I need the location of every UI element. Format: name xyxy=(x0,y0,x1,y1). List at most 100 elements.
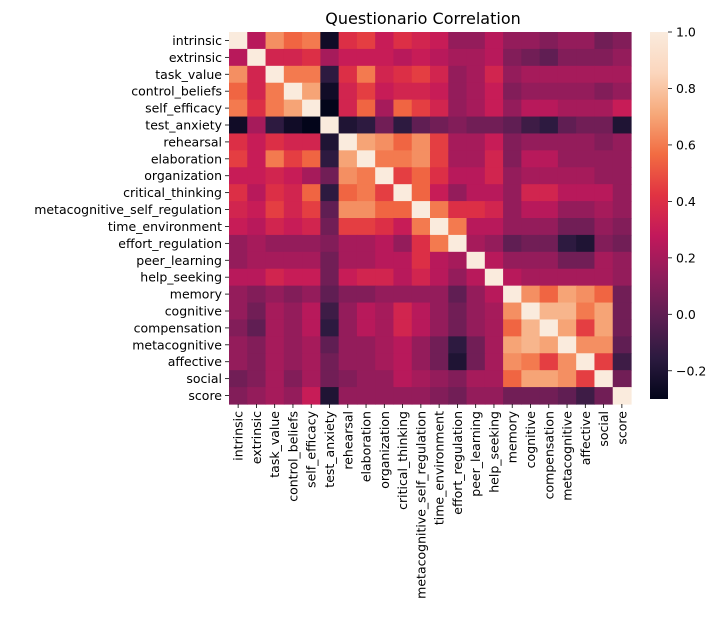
x-tick-label-critical_thinking: critical_thinking xyxy=(395,411,410,510)
heatmap-cell-compensation-extrinsic xyxy=(247,319,267,337)
heatmap-cell-critical_thinking-social xyxy=(594,184,614,202)
heatmap-cell-peer_learning-task_value xyxy=(265,251,285,270)
heatmap-cell-help_seeking-organization xyxy=(375,268,395,287)
y-tick-label-rehearsal: rehearsal xyxy=(163,134,222,149)
heatmap-cell-metacognitive-elaboration xyxy=(356,336,376,354)
heatmap-cell-score-test_anxiety xyxy=(320,387,340,405)
heatmap-cell-test_anxiety-control_beliefs xyxy=(283,116,303,135)
heatmap-cell-organization-compensation xyxy=(539,167,559,185)
heatmap-cell-metacognitive-memory xyxy=(503,336,522,354)
heatmap-cell-social-help_seeking xyxy=(484,370,504,388)
heatmap-cell-elaboration-peer_learning xyxy=(466,150,486,168)
heatmap-cell-affective-score xyxy=(612,353,632,371)
heatmap-cell-cognitive-task_value xyxy=(265,302,285,321)
heatmap-cell-organization-test_anxiety xyxy=(320,167,340,185)
heatmap-cell-time_environment-elaboration xyxy=(356,218,376,236)
heatmap-cell-self_efficacy-self_efficacy xyxy=(302,99,321,118)
heatmap-cell-extrinsic-peer_learning xyxy=(466,48,486,67)
heatmap-cell-test_anxiety-memory xyxy=(503,116,522,135)
heatmap-cell-help_seeking-compensation xyxy=(539,268,559,287)
heatmap-cell-metacognitive_self_regulation-metacognitive_self_regulation xyxy=(411,201,431,219)
heatmap-cell-social-memory xyxy=(503,370,522,388)
heatmap-cell-effort_regulation-metacognitive_self_regulation xyxy=(411,234,431,253)
heatmap-cell-score-compensation xyxy=(539,387,559,405)
heatmap-cell-affective-elaboration xyxy=(356,353,376,371)
heatmap-cell-metacognitive_self_regulation-effort_regulation xyxy=(448,201,468,219)
heatmap-cell-effort_regulation-score xyxy=(612,234,632,253)
heatmap-cell-memory-self_efficacy xyxy=(302,285,321,304)
heatmap-cell-social-elaboration xyxy=(356,370,376,388)
heatmap-cell-help_seeking-effort_regulation xyxy=(448,268,468,287)
x-tick-label-compensation: compensation xyxy=(541,411,556,499)
heatmap-cell-task_value-test_anxiety xyxy=(320,65,340,84)
x-tick-label-social: social xyxy=(596,411,611,447)
heatmap-cell-organization-self_efficacy xyxy=(302,167,321,185)
heatmap-cell-memory-intrinsic xyxy=(229,285,248,304)
y-tick-label-effort_regulation: effort_regulation xyxy=(118,236,222,251)
colorbar-tick-label: 0.0 xyxy=(676,307,696,322)
heatmap-cell-extrinsic-task_value xyxy=(265,48,285,67)
y-tick-label-metacognitive_self_regulation: metacognitive_self_regulation xyxy=(34,202,222,217)
heatmap-cell-score-elaboration xyxy=(356,387,376,405)
heatmap-cell-task_value-elaboration xyxy=(356,65,376,84)
heatmap-cell-effort_regulation-time_environment xyxy=(430,234,449,253)
heatmap-cell-memory-rehearsal xyxy=(338,285,358,304)
heatmap-cell-task_value-cognitive xyxy=(521,65,541,84)
heatmap-cell-elaboration-intrinsic xyxy=(229,150,248,168)
y-axis-tick-labels: intrinsic extrinsic task_value control_beli… xyxy=(34,33,229,403)
heatmap-cell-task_value-metacognitive_self_regulation xyxy=(411,65,431,84)
heatmap-cell-test_anxiety-critical_thinking xyxy=(393,116,413,135)
x-tick-label-effort_regulation: effort_regulation xyxy=(450,411,465,515)
heatmap-cell-test_anxiety-intrinsic xyxy=(229,116,248,135)
heatmap-cell-social-task_value xyxy=(265,370,285,388)
heatmap-cell-social-affective xyxy=(576,370,596,388)
heatmap-cell-organization-task_value xyxy=(265,167,285,185)
y-tick-label-help_seeking: help_seeking xyxy=(140,270,222,285)
heatmap-cell-social-test_anxiety xyxy=(320,370,340,388)
heatmap-cell-help_seeking-memory xyxy=(503,268,522,287)
heatmap-cell-rehearsal-effort_regulation xyxy=(448,133,468,151)
heatmap-cell-critical_thinking-metacognitive xyxy=(557,184,577,202)
colorbar-tick-label: 0.2 xyxy=(676,250,696,265)
heatmap-cell-help_seeking-metacognitive xyxy=(557,268,577,287)
heatmap-cell-elaboration-organization xyxy=(375,150,395,168)
y-tick-label-affective: affective xyxy=(168,354,223,369)
heatmap-cell-cognitive-self_efficacy xyxy=(302,302,321,321)
heatmap-cell-control_beliefs-intrinsic xyxy=(229,82,248,101)
heatmap-cell-elaboration-social xyxy=(594,150,614,168)
heatmap-cell-extrinsic-memory xyxy=(503,48,522,67)
heatmap-cell-peer_learning-extrinsic xyxy=(247,251,267,270)
heatmap-cell-intrinsic-extrinsic xyxy=(247,32,267,50)
heatmap-cell-self_efficacy-time_environment xyxy=(430,99,449,118)
heatmap-cell-cognitive-rehearsal xyxy=(338,302,358,321)
heatmap-cell-help_seeking-metacognitive_self_regulation xyxy=(411,268,431,287)
heatmap-cell-affective-rehearsal xyxy=(338,353,358,371)
heatmap-cell-elaboration-help_seeking xyxy=(484,150,504,168)
y-tick-label-elaboration: elaboration xyxy=(151,151,222,166)
heatmap-cell-critical_thinking-elaboration xyxy=(356,184,376,202)
heatmap-cell-organization-intrinsic xyxy=(229,167,248,185)
heatmap-cell-help_seeking-task_value xyxy=(265,268,285,287)
heatmap-cell-task_value-help_seeking xyxy=(484,65,504,84)
heatmap-cell-score-critical_thinking xyxy=(393,387,413,405)
heatmap-cell-time_environment-self_efficacy xyxy=(302,218,321,236)
heatmap-cell-extrinsic-test_anxiety xyxy=(320,48,340,67)
heatmap-cell-metacognitive_self_regulation-help_seeking xyxy=(484,201,504,219)
heatmap-cell-self_efficacy-help_seeking xyxy=(484,99,504,118)
heatmap-cell-organization-critical_thinking xyxy=(393,167,413,185)
heatmap-cell-help_seeking-social xyxy=(594,268,614,287)
heatmap-cell-affective-test_anxiety xyxy=(320,353,340,371)
heatmap-cell-metacognitive-control_beliefs xyxy=(283,336,303,354)
heatmap-cell-test_anxiety-effort_regulation xyxy=(448,116,468,135)
heatmap-cell-metacognitive_self_regulation-metacognitive xyxy=(557,201,577,219)
heatmap-cell-metacognitive-affective xyxy=(576,336,596,354)
heatmap-cell-organization-cognitive xyxy=(521,167,541,185)
heatmap-cell-compensation-critical_thinking xyxy=(393,319,413,337)
heatmap-cell-elaboration-rehearsal xyxy=(338,150,358,168)
heatmap-cell-memory-test_anxiety xyxy=(320,285,340,304)
heatmap-cell-intrinsic-help_seeking xyxy=(484,32,504,50)
heatmap-cell-critical_thinking-memory xyxy=(503,184,522,202)
heatmap-cell-organization-peer_learning xyxy=(466,167,486,185)
heatmap-cell-elaboration-cognitive xyxy=(521,150,541,168)
